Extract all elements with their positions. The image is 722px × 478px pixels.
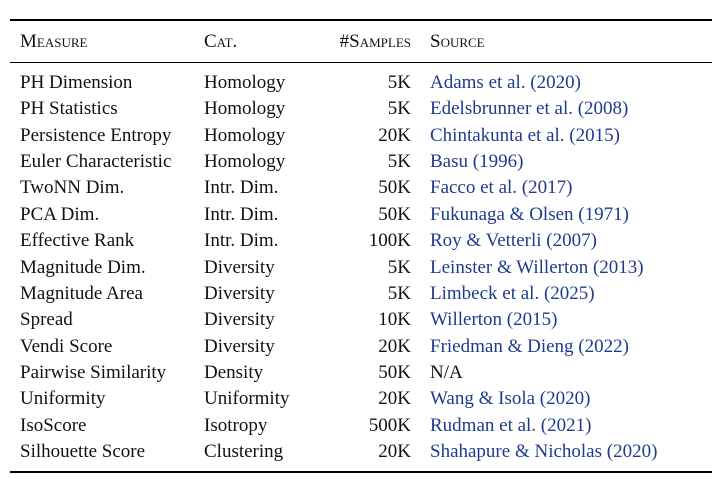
mid-rule <box>10 62 712 63</box>
samples-cell: 50K <box>378 177 411 199</box>
source-cell: Facco et al. (2017) <box>430 177 573 199</box>
header-samples: #Samples <box>339 31 411 52</box>
measure-cell: PCA Dim. <box>20 203 100 225</box>
measure-cell: IsoScore <box>20 414 87 436</box>
category-cell: Diversity <box>204 282 275 304</box>
samples-cell: 100K <box>368 230 411 252</box>
category-cell: Intr. Dim. <box>204 230 279 252</box>
source-cell: Shahapure & Nicholas (2020) <box>430 441 658 463</box>
source-cell: Basu (1996) <box>430 151 524 173</box>
samples-cell: 50K <box>378 361 411 383</box>
category-cell: Homology <box>204 151 286 173</box>
measure-cell: PH Statistics <box>20 98 118 120</box>
category-cell: Diversity <box>204 335 275 357</box>
source-cell: Rudman et al. (2021) <box>430 414 592 436</box>
samples-cell: 20K <box>378 335 411 357</box>
source-cell: Edelsbrunner et al. (2008) <box>430 98 629 120</box>
source-cell: Friedman & Dieng (2022) <box>430 335 629 357</box>
samples-cell: 10K <box>378 309 411 331</box>
measure-cell: Magnitude Area <box>20 282 143 304</box>
samples-cell: 20K <box>378 388 411 410</box>
measure-cell: Uniformity <box>20 388 106 410</box>
samples-cell: 5K <box>387 72 411 93</box>
samples-cell: 5K <box>387 282 411 304</box>
category-cell: Isotropy <box>204 414 268 436</box>
bottom-rule <box>10 471 712 473</box>
header-measure: Measure <box>20 31 88 52</box>
samples-cell: 50K <box>378 203 411 225</box>
category-cell: Diversity <box>204 309 275 331</box>
measure-cell: Persistence Entropy <box>20 124 172 146</box>
category-cell: Intr. Dim. <box>204 177 279 199</box>
measure-cell: Pairwise Similarity <box>20 361 167 383</box>
source-cell: Willerton (2015) <box>430 309 558 331</box>
category-cell: Clustering <box>204 441 284 463</box>
measure-cell: Spread <box>20 309 73 331</box>
samples-cell: 5K <box>387 98 411 120</box>
source-cell: Fukunaga & Olsen (1971) <box>430 203 629 225</box>
measure-cell: Euler Characteristic <box>20 151 172 173</box>
measure-cell: Vendi Score <box>20 335 113 357</box>
measure-cell: Silhouette Score <box>20 441 146 463</box>
measure-cell: PH Dimension <box>20 72 133 93</box>
samples-cell: 20K <box>378 441 411 463</box>
source-cell: Limbeck et al. (2025) <box>430 282 595 304</box>
header-category: Cat. <box>204 31 238 52</box>
category-cell: Homology <box>204 72 286 93</box>
category-cell: Homology <box>204 124 286 146</box>
samples-cell: 5K <box>387 151 411 173</box>
samples-cell: 5K <box>387 256 411 278</box>
source-cell: Roy & Vetterli (2007) <box>430 230 597 252</box>
samples-cell: 500K <box>368 414 411 436</box>
source-cell: Adams et al. (2020) <box>430 72 581 93</box>
header-source: Source <box>430 31 485 52</box>
measure-cell: TwoNN Dim. <box>20 177 125 199</box>
measure-cell: Magnitude Dim. <box>20 256 146 278</box>
measure-cell: Effective Rank <box>20 230 135 252</box>
category-cell: Diversity <box>204 256 275 278</box>
source-cell: Wang & Isola (2020) <box>430 388 591 410</box>
top-rule <box>10 19 712 21</box>
source-cell: N/A <box>430 361 463 383</box>
category-cell: Intr. Dim. <box>204 203 279 225</box>
category-cell: Homology <box>204 98 286 120</box>
category-cell: Uniformity <box>204 388 290 410</box>
source-cell: Leinster & Willerton (2013) <box>430 256 644 278</box>
source-cell: Chintakunta et al. (2015) <box>430 124 620 146</box>
category-cell: Density <box>204 361 264 383</box>
samples-cell: 20K <box>378 124 411 146</box>
